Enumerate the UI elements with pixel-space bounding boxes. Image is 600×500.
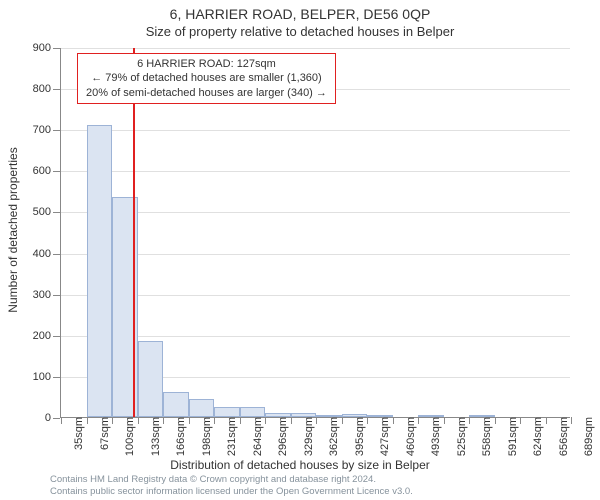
page-title: 6, HARRIER ROAD, BELPER, DE56 0QP xyxy=(0,0,600,22)
x-tick-label: 427sqm xyxy=(371,417,391,456)
x-tick xyxy=(240,417,241,424)
y-tick-label: 800 xyxy=(33,83,61,95)
x-tick-label: 395sqm xyxy=(346,417,366,456)
y-tick-label: 400 xyxy=(33,248,61,260)
y-tick-label: 100 xyxy=(33,371,61,383)
x-tick xyxy=(495,417,496,424)
footer-credits: Contains HM Land Registry data © Crown c… xyxy=(50,474,413,498)
x-tick xyxy=(189,417,190,424)
histogram-bar xyxy=(87,125,113,417)
annotation-line3: 20% of semi-detached houses are larger (… xyxy=(86,86,327,100)
y-tick-label: 300 xyxy=(33,289,61,301)
x-tick-label: 591sqm xyxy=(499,417,519,456)
y-tick-label: 500 xyxy=(33,206,61,218)
x-tick-label: 100sqm xyxy=(116,417,136,456)
x-tick xyxy=(291,417,292,424)
x-tick-label: 264sqm xyxy=(244,417,264,456)
x-tick-label: 558sqm xyxy=(473,417,493,456)
x-axis-title: Distribution of detached houses by size … xyxy=(0,458,600,472)
x-tick-label: 329sqm xyxy=(295,417,315,456)
chart-plot-area: 010020030040050060070080090035sqm67sqm10… xyxy=(60,48,570,418)
x-tick-label: 231sqm xyxy=(218,417,238,456)
x-tick-label: 296sqm xyxy=(269,417,289,456)
x-tick-label: 362sqm xyxy=(320,417,340,456)
x-tick xyxy=(571,417,572,424)
y-tick-label: 700 xyxy=(33,124,61,136)
x-tick xyxy=(469,417,470,424)
x-tick-label: 166sqm xyxy=(167,417,187,456)
y-tick-label: 200 xyxy=(33,330,61,342)
histogram-bar xyxy=(342,414,368,417)
x-tick xyxy=(138,417,139,424)
histogram-bar xyxy=(163,392,189,417)
histogram-bar xyxy=(418,415,444,417)
x-tick-label: 67sqm xyxy=(91,417,111,450)
histogram-bar xyxy=(265,413,291,417)
histogram-bar xyxy=(316,415,342,417)
histogram-bar xyxy=(214,407,240,417)
x-tick xyxy=(316,417,317,424)
x-tick xyxy=(112,417,113,424)
page-subtitle: Size of property relative to detached ho… xyxy=(0,22,600,39)
x-tick xyxy=(418,417,419,424)
x-tick xyxy=(61,417,62,424)
annotation-line1: 6 HARRIER ROAD: 127sqm xyxy=(86,57,327,71)
x-tick-label: 624sqm xyxy=(524,417,544,456)
x-tick-label: 198sqm xyxy=(193,417,213,456)
x-tick xyxy=(87,417,88,424)
y-axis-title: Number of detached properties xyxy=(6,147,20,312)
x-tick xyxy=(163,417,164,424)
gridline xyxy=(61,48,570,49)
histogram-bar xyxy=(189,399,215,418)
x-tick xyxy=(546,417,547,424)
x-tick xyxy=(520,417,521,424)
y-tick-label: 0 xyxy=(45,412,61,424)
x-tick-label: 460sqm xyxy=(397,417,417,456)
gridline xyxy=(61,171,570,172)
histogram-bar xyxy=(138,341,164,417)
annotation-line2: ← 79% of detached houses are smaller (1,… xyxy=(86,71,327,85)
x-tick-label: 689sqm xyxy=(575,417,595,456)
x-tick xyxy=(214,417,215,424)
x-tick xyxy=(444,417,445,424)
marker-annotation: 6 HARRIER ROAD: 127sqm ← 79% of detached… xyxy=(77,53,336,104)
gridline xyxy=(61,130,570,131)
x-tick-label: 525sqm xyxy=(448,417,468,456)
x-tick-label: 656sqm xyxy=(550,417,570,456)
histogram-bar xyxy=(367,415,393,417)
x-tick xyxy=(265,417,266,424)
footer-line1: Contains HM Land Registry data © Crown c… xyxy=(50,474,413,486)
histogram-bar xyxy=(469,415,495,417)
histogram-bar xyxy=(240,407,266,417)
footer-line2: Contains public sector information licen… xyxy=(50,486,413,498)
x-tick xyxy=(342,417,343,424)
histogram-bar xyxy=(291,413,317,417)
y-tick-label: 600 xyxy=(33,165,61,177)
x-tick xyxy=(393,417,394,424)
x-tick-label: 35sqm xyxy=(65,417,85,450)
x-tick xyxy=(367,417,368,424)
x-tick-label: 133sqm xyxy=(142,417,162,456)
x-tick-label: 493sqm xyxy=(422,417,442,456)
y-tick-label: 900 xyxy=(33,42,61,54)
chart-container: 6, HARRIER ROAD, BELPER, DE56 0QP Size o… xyxy=(0,0,600,500)
